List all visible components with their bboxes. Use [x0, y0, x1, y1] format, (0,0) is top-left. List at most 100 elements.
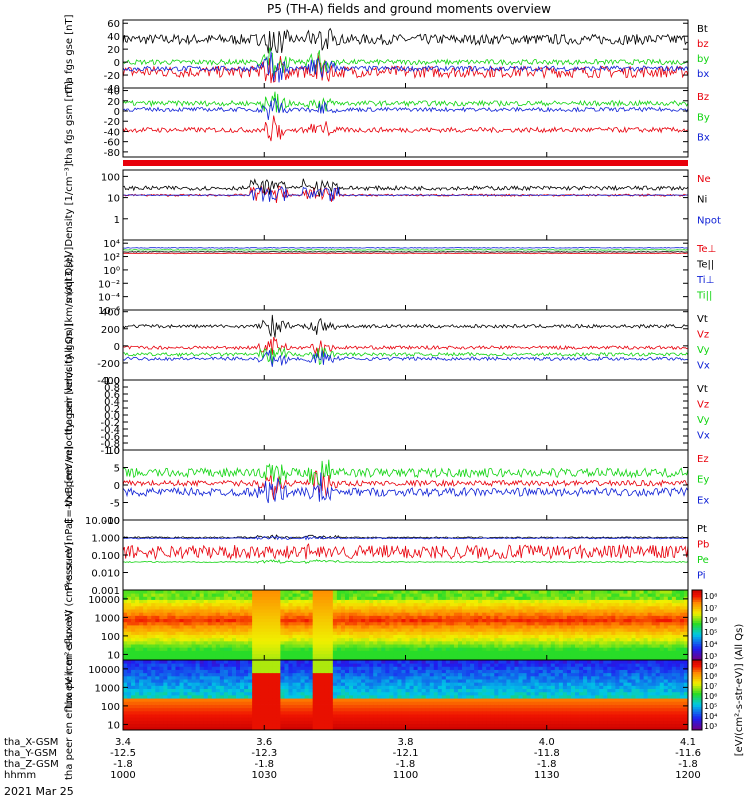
heatmap-cell	[171, 695, 176, 699]
heatmap-cell	[256, 682, 261, 686]
heatmap-cell	[199, 609, 205, 613]
heatmap-cell	[683, 602, 689, 607]
heatmap-cell	[470, 621, 475, 626]
heatmap-cell	[151, 695, 156, 699]
heatmap-cell	[211, 726, 217, 731]
heatmap-cell	[244, 723, 249, 728]
heatmap-cell	[308, 637, 314, 642]
heatmap-cell	[353, 618, 358, 623]
heatmap-cell	[260, 698, 265, 702]
heatmap-cell	[264, 726, 269, 731]
heatmap-cell	[365, 682, 370, 686]
heatmap-cell	[175, 637, 180, 642]
heatmap-cell	[373, 653, 378, 658]
heatmap-cell	[191, 698, 197, 702]
heatmap-cell	[675, 640, 681, 645]
heatmap-cell	[401, 612, 406, 616]
heatmap-cell	[147, 618, 152, 623]
heatmap-cell	[510, 612, 515, 616]
legend-entry-Vt: Vt	[697, 384, 708, 395]
heatmap-cell	[651, 618, 657, 623]
heatmap-cell	[546, 615, 552, 620]
heatmap-cell	[187, 666, 193, 670]
heatmap-cell	[284, 660, 289, 664]
heatmap-cell	[397, 720, 402, 725]
heatmap-cell	[195, 609, 201, 613]
heatmap-cell	[639, 634, 645, 639]
heatmap-cell	[466, 599, 471, 604]
heatmap-cell	[159, 656, 164, 661]
heatmap-cell	[276, 596, 281, 600]
heatmap-cell	[203, 615, 209, 620]
heatmap-cell	[324, 656, 330, 661]
heatmap-cell	[312, 615, 318, 620]
heatmap-cell	[417, 628, 423, 632]
heatmap-cell	[167, 717, 172, 721]
heatmap-cell	[369, 660, 374, 664]
heatmap-cell	[264, 666, 269, 670]
heatmap-cell	[191, 710, 197, 715]
heatmap-cell	[349, 634, 354, 639]
heatmap-cell	[635, 590, 640, 594]
heatmap-cell	[211, 663, 217, 667]
heatmap-cell	[312, 704, 318, 709]
heatmap-cell	[377, 621, 382, 626]
heatmap-cell	[268, 628, 273, 632]
heatmap-cell	[655, 625, 661, 629]
heatmap-cell	[159, 720, 164, 725]
heatmap-cell	[300, 605, 306, 610]
heatmap-cell	[607, 656, 612, 661]
heatmap-cell	[328, 717, 334, 721]
heatmap-cell	[147, 647, 152, 651]
heatmap-cell	[300, 650, 306, 655]
heatmap-cell	[248, 637, 253, 642]
heatmap-cell	[127, 698, 132, 702]
heatmap-cell	[147, 675, 152, 680]
heatmap-cell	[619, 637, 624, 642]
heatmap-cell	[123, 656, 128, 661]
heatmap-cell	[280, 599, 285, 604]
heatmap-cell	[179, 720, 184, 725]
heatmap-cell	[599, 593, 604, 597]
heatmap-cell	[171, 675, 176, 680]
heatmap-cell	[304, 675, 310, 680]
heatmap-cell	[377, 612, 382, 616]
heatmap-cell	[542, 653, 548, 658]
heatmap-cell	[417, 618, 423, 623]
heatmap-cell	[470, 599, 475, 604]
heatmap-cell	[244, 637, 249, 642]
heatmap-cell	[361, 685, 366, 690]
heatmap-cell	[163, 666, 168, 670]
heatmap-cell	[187, 660, 193, 664]
heatmap-cell	[409, 653, 414, 658]
heatmap-cell	[320, 704, 326, 709]
heatmap-cell	[639, 628, 645, 632]
heatmap-cell	[579, 644, 584, 648]
legend-entry-bx: bx	[697, 69, 709, 80]
heatmap-cell	[240, 701, 245, 705]
heatmap-cell	[369, 609, 374, 613]
heatmap-cell	[405, 634, 410, 639]
heatmap-cell	[683, 653, 689, 658]
heatmap-cell	[457, 612, 463, 616]
heatmap-cell	[599, 637, 604, 642]
heatmap-cell	[591, 615, 596, 620]
heatmap-cell	[264, 634, 269, 639]
heatmap-cell	[312, 612, 318, 616]
heatmap-cell	[191, 726, 197, 731]
heatmap-cell	[203, 596, 209, 600]
heatmap-cell	[260, 650, 265, 655]
heatmap-cell	[207, 669, 213, 674]
heatmap-cell	[171, 682, 176, 686]
heatmap-cell	[554, 656, 560, 661]
heatmap-cell	[453, 628, 459, 632]
heatmap-cell	[175, 599, 180, 604]
heatmap-cell	[179, 660, 184, 664]
heatmap-cell	[546, 599, 552, 604]
heatmap-cell	[659, 628, 665, 632]
heatmap-cell	[518, 650, 523, 655]
heatmap-cell	[268, 672, 273, 677]
heatmap-cell	[381, 660, 386, 664]
heatmap-cell	[627, 631, 632, 635]
heatmap-cell	[179, 618, 184, 623]
